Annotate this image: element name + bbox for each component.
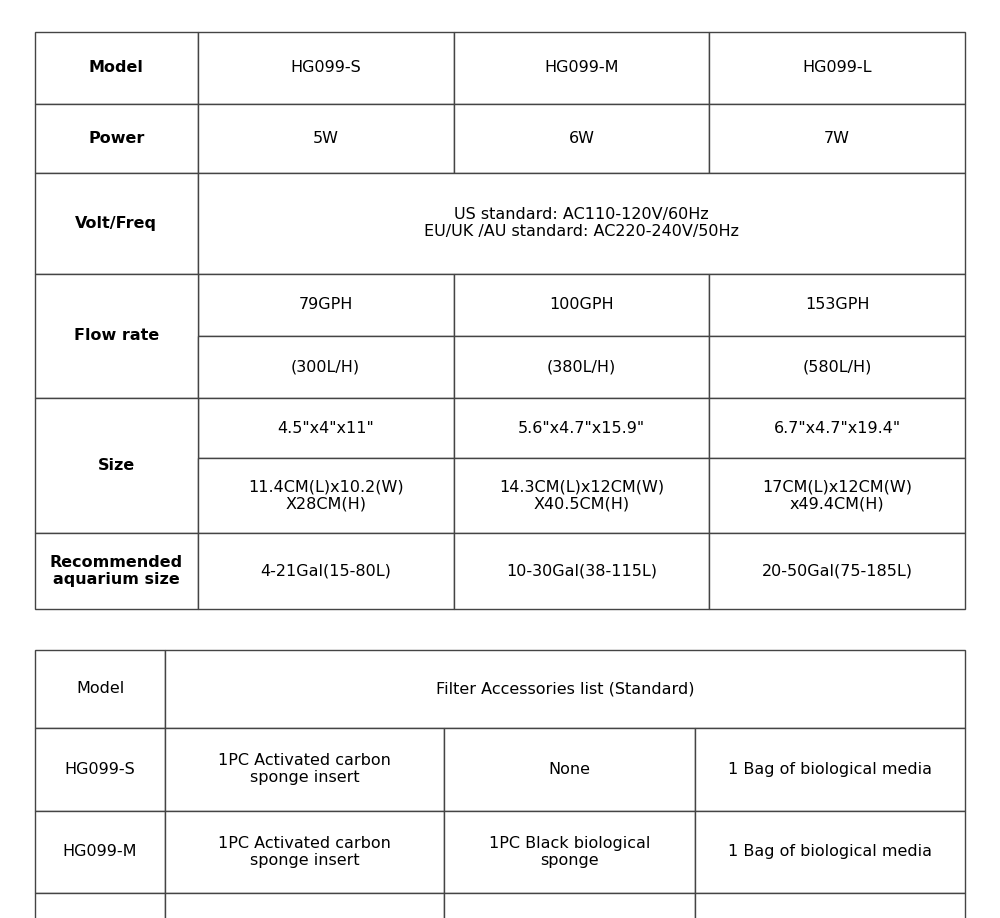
Text: 7W: 7W bbox=[824, 130, 850, 146]
Text: Filter Accessories list (Standard): Filter Accessories list (Standard) bbox=[436, 681, 694, 697]
Bar bbox=[709, 104, 965, 173]
Bar bbox=[35, 650, 165, 728]
Text: 79GPH: 79GPH bbox=[298, 297, 353, 312]
Text: 11.4CM(L)x10.2(W)
X28CM(H): 11.4CM(L)x10.2(W) X28CM(H) bbox=[248, 479, 403, 512]
Bar bbox=[695, 811, 965, 893]
Bar bbox=[35, 811, 165, 893]
Text: Power: Power bbox=[88, 130, 145, 146]
Bar bbox=[454, 336, 709, 398]
Bar bbox=[35, 274, 198, 398]
Bar bbox=[709, 336, 965, 398]
Bar bbox=[35, 893, 165, 918]
Bar bbox=[35, 728, 165, 811]
Bar bbox=[198, 32, 454, 104]
Bar bbox=[198, 274, 454, 336]
Text: 1 Bag of biological media: 1 Bag of biological media bbox=[728, 845, 932, 859]
Bar bbox=[709, 274, 965, 336]
Text: HG099-S: HG099-S bbox=[290, 61, 361, 75]
Text: Model: Model bbox=[76, 681, 124, 697]
Bar bbox=[454, 104, 709, 173]
Text: None: None bbox=[549, 762, 591, 777]
Bar bbox=[444, 811, 695, 893]
Bar bbox=[454, 32, 709, 104]
Text: HG099-M: HG099-M bbox=[63, 845, 137, 859]
Text: 6W: 6W bbox=[568, 130, 594, 146]
Bar bbox=[198, 336, 454, 398]
Text: 17CM(L)x12CM(W)
x49.4CM(H): 17CM(L)x12CM(W) x49.4CM(H) bbox=[762, 479, 912, 512]
Bar bbox=[454, 458, 709, 533]
Bar bbox=[35, 533, 198, 609]
Text: Recommended
aquarium size: Recommended aquarium size bbox=[50, 554, 183, 588]
Text: 20-50Gal(75-185L): 20-50Gal(75-185L) bbox=[762, 564, 913, 578]
Bar bbox=[35, 398, 198, 533]
Text: (580L/H): (580L/H) bbox=[802, 360, 872, 375]
Bar bbox=[709, 533, 965, 609]
Bar bbox=[198, 104, 454, 173]
Bar bbox=[35, 104, 198, 173]
Bar bbox=[709, 32, 965, 104]
Text: 1PC Black biological
sponge: 1PC Black biological sponge bbox=[489, 835, 650, 868]
Bar bbox=[454, 274, 709, 336]
Bar bbox=[35, 32, 198, 104]
Text: 4-21Gal(15-80L): 4-21Gal(15-80L) bbox=[260, 564, 391, 578]
Text: 1 Bag of biological media: 1 Bag of biological media bbox=[728, 762, 932, 777]
Text: 6.7"x4.7"x19.4": 6.7"x4.7"x19.4" bbox=[774, 420, 901, 436]
Bar bbox=[165, 893, 444, 918]
Text: Flow rate: Flow rate bbox=[74, 329, 159, 343]
Bar bbox=[444, 728, 695, 811]
Bar bbox=[165, 728, 444, 811]
Bar bbox=[198, 398, 454, 458]
Bar bbox=[198, 533, 454, 609]
Text: 100GPH: 100GPH bbox=[549, 297, 614, 312]
Text: 1PC Activated carbon
sponge insert: 1PC Activated carbon sponge insert bbox=[218, 835, 391, 868]
Bar bbox=[454, 533, 709, 609]
Bar bbox=[709, 458, 965, 533]
Text: 4.5"x4"x11": 4.5"x4"x11" bbox=[277, 420, 374, 436]
Bar bbox=[165, 650, 965, 728]
Text: Model: Model bbox=[89, 61, 144, 75]
Bar bbox=[695, 728, 965, 811]
Bar bbox=[198, 458, 454, 533]
Bar bbox=[695, 893, 965, 918]
Text: 5W: 5W bbox=[313, 130, 339, 146]
Text: Volt/Freq: Volt/Freq bbox=[75, 216, 157, 230]
Bar bbox=[198, 173, 965, 274]
Bar bbox=[709, 398, 965, 458]
Bar bbox=[35, 173, 198, 274]
Text: HG099-L: HG099-L bbox=[802, 61, 872, 75]
Text: 153GPH: 153GPH bbox=[805, 297, 869, 312]
Text: 1PC Activated carbon
sponge insert: 1PC Activated carbon sponge insert bbox=[218, 753, 391, 786]
Text: 14.3CM(L)x12CM(W)
X40.5CM(H): 14.3CM(L)x12CM(W) X40.5CM(H) bbox=[499, 479, 664, 512]
Text: HG099-S: HG099-S bbox=[65, 762, 135, 777]
Text: Size: Size bbox=[98, 458, 135, 474]
Bar bbox=[454, 398, 709, 458]
Bar bbox=[165, 811, 444, 893]
Bar bbox=[444, 893, 695, 918]
Text: HG099-M: HG099-M bbox=[544, 61, 619, 75]
Text: (300L/H): (300L/H) bbox=[291, 360, 360, 375]
Text: 10-30Gal(38-115L): 10-30Gal(38-115L) bbox=[506, 564, 657, 578]
Text: US standard: AC110-120V/60Hz
EU/UK /AU standard: AC220-240V/50Hz: US standard: AC110-120V/60Hz EU/UK /AU s… bbox=[424, 207, 739, 240]
Text: 5.6"x4.7"x15.9": 5.6"x4.7"x15.9" bbox=[518, 420, 645, 436]
Text: (380L/H): (380L/H) bbox=[547, 360, 616, 375]
